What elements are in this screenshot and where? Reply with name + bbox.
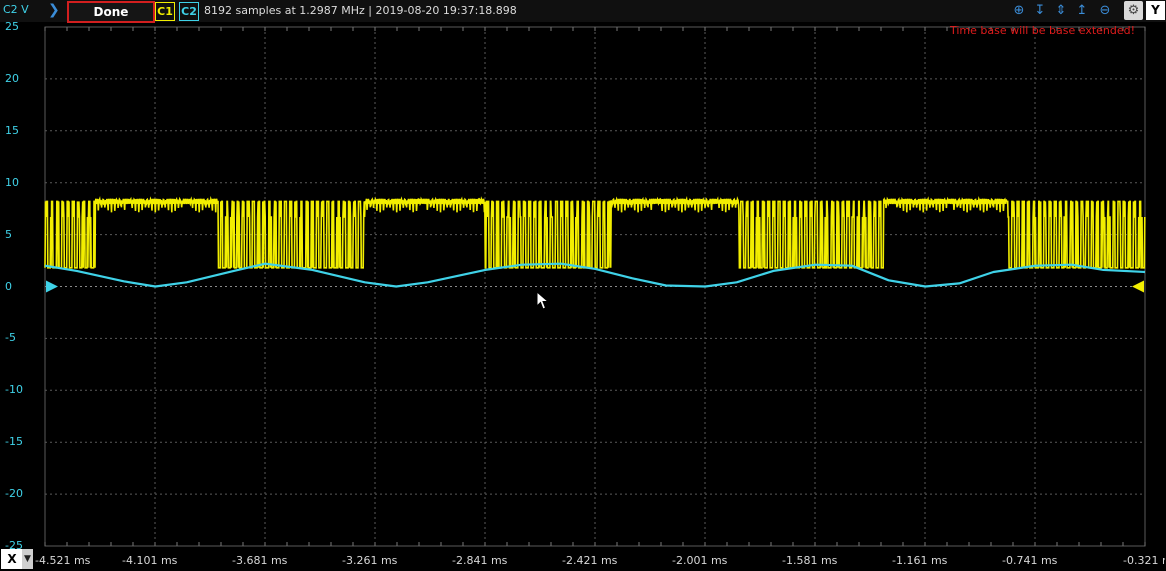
x-tick-label: -1.581 ms	[782, 554, 838, 567]
x-axis-dropdown-icon[interactable]: ▼	[22, 549, 33, 569]
grid	[44, 26, 1146, 547]
y-tick-label: 10	[5, 175, 19, 189]
y-tick-label: 20	[5, 71, 19, 85]
x-tick-label: -2.001 ms	[672, 554, 728, 567]
gear-icon[interactable]: ⚙	[1124, 1, 1143, 20]
run-state-button[interactable]: Done	[67, 1, 155, 23]
toolbar: C2 V ❯ Done C1 C2 8192 samples at 1.2987…	[0, 0, 1166, 23]
x-tick-label: -3.681 ms	[232, 554, 288, 567]
x-tick-label: -4.521 ms	[35, 554, 91, 567]
y-tick-label: -15	[5, 435, 23, 449]
y-tick-label: -10	[5, 383, 23, 397]
y-tick-label: -5	[5, 331, 16, 345]
zoom-out-icon[interactable]: ⊖	[1099, 3, 1111, 18]
x-tick-label: -2.421 ms	[562, 554, 618, 567]
c2-ground-marker	[46, 280, 58, 293]
x-axis-button[interactable]: X	[1, 549, 23, 569]
fit-top-icon[interactable]: ↥	[1076, 3, 1088, 18]
x-tick-label: -4.101 ms	[122, 554, 178, 567]
mouse-cursor-icon	[536, 291, 550, 310]
fit-vertical-icon[interactable]: ⇕	[1055, 3, 1067, 18]
x-tick-label: -1.161 ms	[892, 554, 948, 567]
c1-ground-marker	[1132, 280, 1144, 293]
y-axis-button[interactable]: Y	[1146, 1, 1165, 20]
timebase-warning: Time base will be base extended!	[950, 24, 1136, 37]
channel2-toggle[interactable]: C2	[179, 2, 199, 21]
y-tick-label: 25	[5, 20, 19, 33]
y-tick-label: -25	[5, 539, 23, 552]
zoom-in-icon[interactable]: ⊕	[1013, 3, 1025, 18]
y-tick-label: 0	[5, 279, 12, 293]
c2-series-line	[44, 262, 1146, 288]
c1-trace	[44, 195, 1146, 269]
x-tick-label: -2.841 ms	[452, 554, 508, 567]
fit-bottom-icon[interactable]: ↧	[1034, 3, 1046, 18]
x-tick-label: -0.321 ms	[1123, 554, 1165, 567]
x-tick-label: -0.741 ms	[1002, 554, 1058, 567]
y-tick-label: 15	[5, 123, 19, 137]
markers	[46, 280, 1144, 293]
run-arrow-icon[interactable]: ❯	[48, 2, 60, 18]
y-tick-label: -20	[5, 487, 23, 501]
x-tick-label: -3.261 ms	[342, 554, 398, 567]
unit-label: C2 V	[3, 3, 29, 16]
c2-trace	[44, 262, 1146, 288]
channel1-toggle[interactable]: C1	[155, 2, 175, 21]
y-tick-label: 5	[5, 227, 12, 241]
acquisition-status: 8192 samples at 1.2987 MHz | 2019-08-20 …	[204, 4, 517, 17]
c1-series-line	[44, 195, 1146, 269]
